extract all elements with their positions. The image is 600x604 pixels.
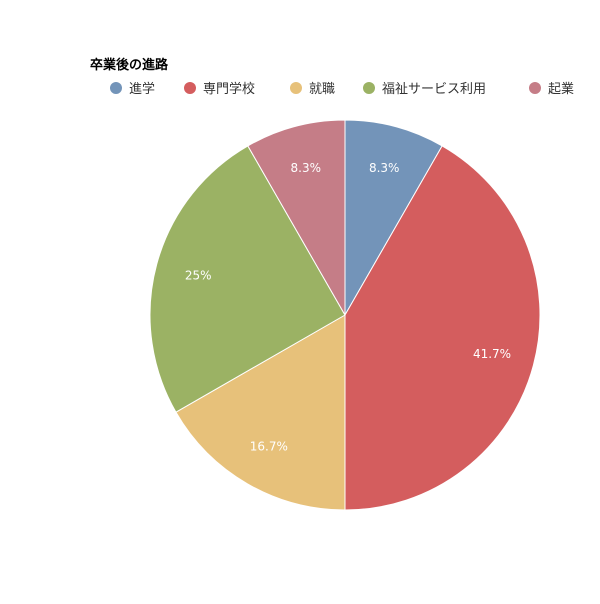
slice-label: 25%: [185, 268, 212, 282]
legend-label: 就職: [309, 82, 335, 97]
legend-marker: [110, 82, 122, 94]
legend-label: 起業: [548, 81, 574, 97]
legend-item[interactable]: 専門学校: [184, 81, 255, 97]
slice-labels: 8.3% 41.7% 16.7% 25% 8.3%: [185, 161, 511, 454]
legend-marker: [529, 82, 541, 94]
pie-slice[interactable]: [344, 119, 443, 317]
legend-item[interactable]: 就職: [290, 82, 335, 97]
legend-label: 進学: [129, 81, 155, 97]
legend-title: 卒業後の進路: [90, 57, 169, 73]
pie-slice[interactable]: [344, 145, 541, 511]
legend-label: 福祉サービス利用: [382, 82, 486, 97]
legend-item[interactable]: 福祉サービス利用: [363, 82, 486, 97]
legend-item[interactable]: 進学: [110, 81, 155, 97]
pie-slice[interactable]: [175, 314, 346, 511]
pie-slice[interactable]: [247, 119, 346, 317]
slice-label: 8.3%: [291, 161, 322, 175]
slice-label: 41.7%: [473, 347, 511, 361]
legend: 卒業後の進路 進学 専門学校 就職 福祉サービス利用 起業: [90, 57, 574, 97]
slice-label: 16.7%: [250, 440, 288, 454]
legend-label: 専門学校: [203, 81, 255, 97]
legend-marker: [363, 82, 375, 94]
pie-slice[interactable]: [149, 145, 346, 413]
slice-label: 8.3%: [369, 161, 400, 175]
legend-marker: [290, 82, 302, 94]
pie-slices: [149, 119, 541, 511]
legend-item[interactable]: 起業: [529, 81, 574, 97]
legend-marker: [184, 82, 196, 94]
